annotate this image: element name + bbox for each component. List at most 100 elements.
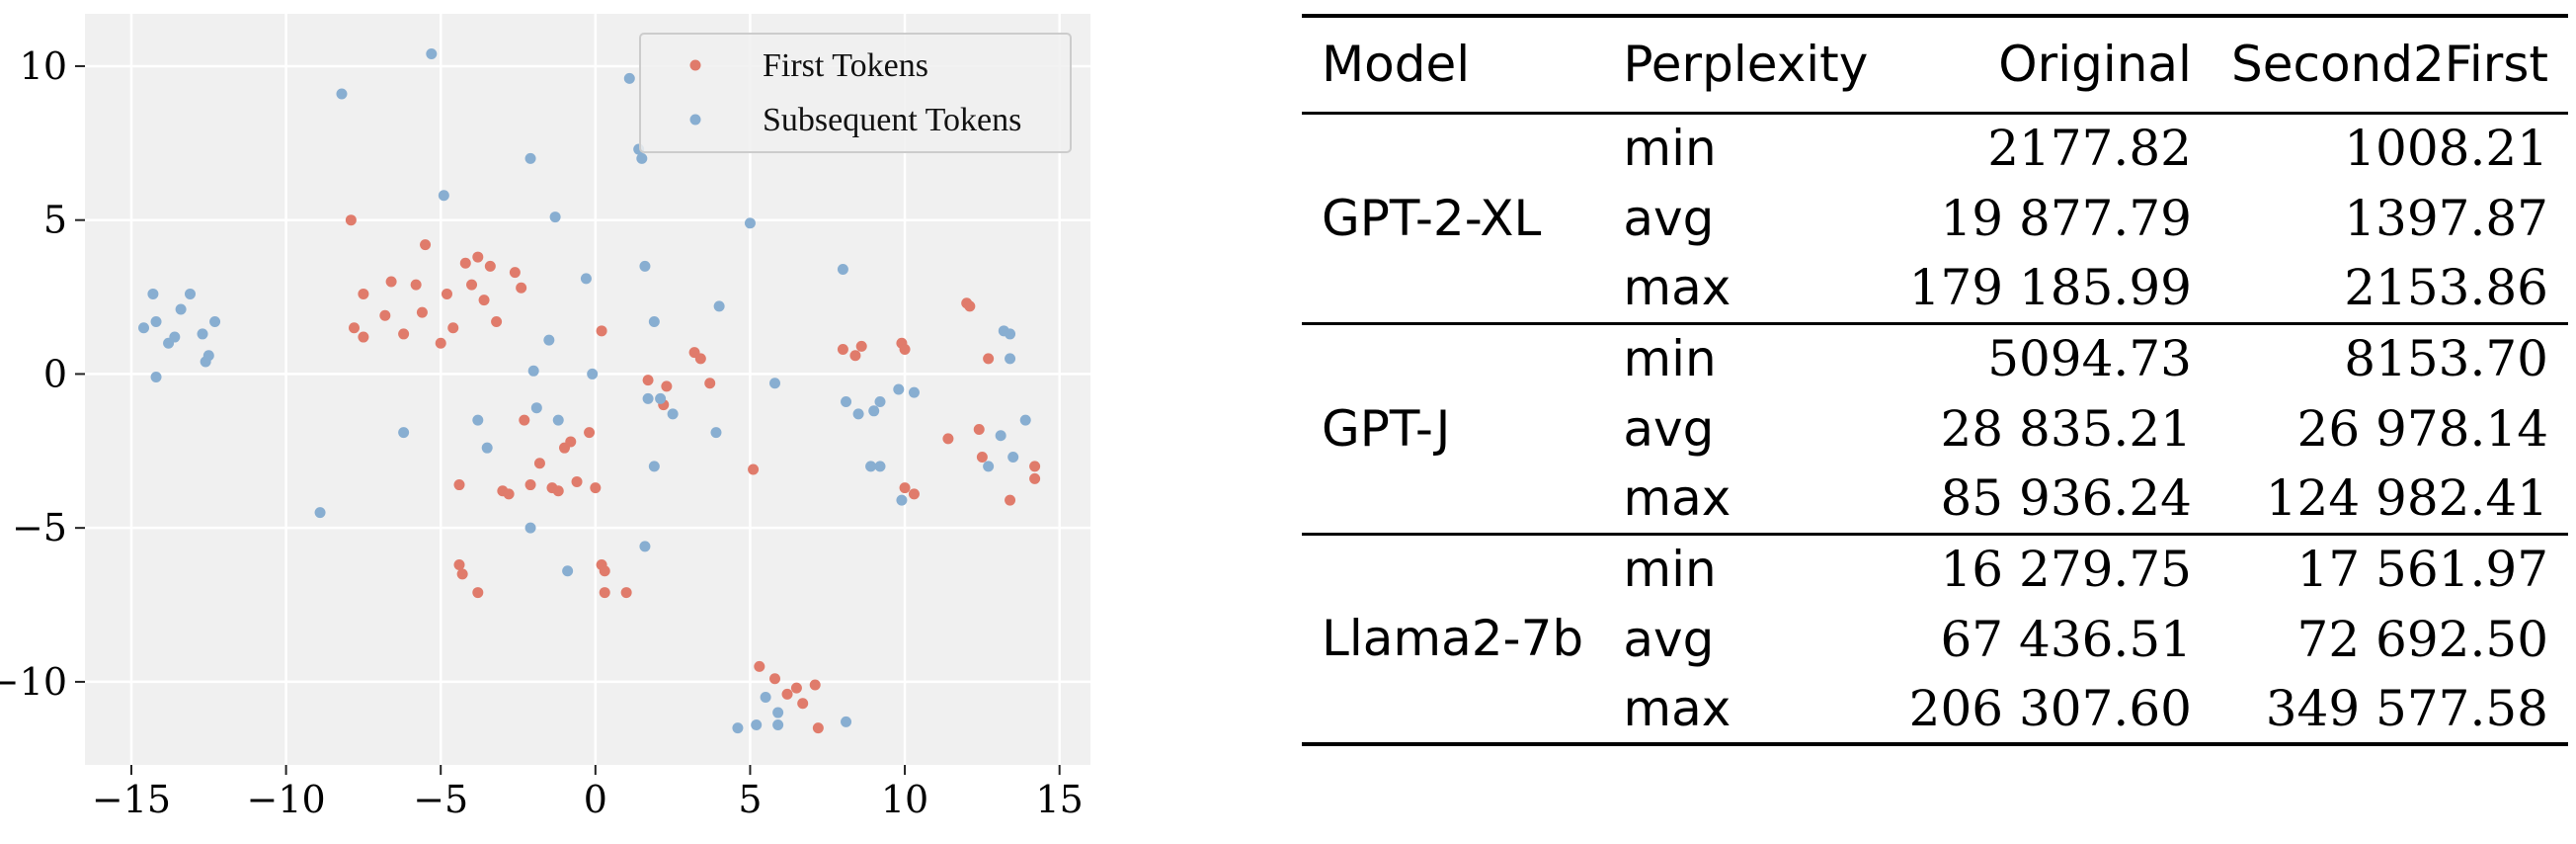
subsequent-token-point	[710, 427, 722, 439]
subsequent-token-point	[524, 152, 536, 164]
first-token-point	[349, 322, 361, 334]
table-header-row: Model Perplexity Original Second2First	[1302, 14, 2568, 115]
original-value: 2177.82	[1987, 120, 2192, 178]
original-value: 67 436.51	[1940, 610, 2192, 668]
first-token-point	[790, 682, 802, 694]
subsequent-token-point	[587, 368, 599, 380]
first-token-point	[565, 436, 577, 448]
subsequent-token-point	[202, 350, 214, 362]
first-token-point	[358, 331, 369, 343]
first-token-point	[809, 679, 821, 691]
first-token-point	[453, 559, 465, 571]
subsequent-token-point	[562, 565, 574, 577]
y-tick-label: 10	[20, 44, 67, 88]
first-token-point	[599, 587, 610, 599]
subsequent-token-point	[150, 372, 162, 383]
stat-label: min	[1623, 330, 1717, 388]
stat-label: max	[1623, 679, 1731, 737]
subsequent-token-point	[552, 414, 564, 426]
model-name: GPT-J	[1322, 399, 1451, 458]
first-token-point	[552, 485, 564, 497]
first-token-point	[533, 458, 545, 469]
stat-label: max	[1623, 258, 1731, 316]
subsequent-token-point	[580, 273, 592, 285]
subsequent-token-point	[908, 386, 920, 398]
subsequent-token-point	[481, 442, 493, 454]
x-tick-label: 0	[584, 778, 607, 821]
first-token-point	[584, 427, 596, 439]
first-token-point	[1029, 472, 1041, 484]
original-value: 179 185.99	[1908, 258, 2192, 316]
subsequent-token-point	[1007, 452, 1019, 464]
first-token-point	[942, 433, 954, 445]
subsequent-token-point	[472, 414, 484, 426]
first-token-point	[620, 587, 632, 599]
subsequent-token-point	[543, 334, 555, 346]
first-token-point	[1029, 461, 1041, 472]
subsequent-token-point	[772, 707, 784, 718]
first-token-point	[599, 565, 610, 577]
header-second2first: Second2First	[2211, 14, 2568, 115]
table-row: max 206 307.60 349 577.58	[1302, 674, 2568, 744]
first-token-point	[491, 315, 503, 327]
first-token-point	[416, 306, 428, 318]
y-tick-label: −10	[0, 660, 67, 704]
first-token-point	[466, 279, 478, 291]
table-row: Llama2-7b min 16 279.75 17 561.97	[1302, 534, 2568, 667]
first-token-point	[837, 344, 848, 356]
x-tick-label: 5	[738, 778, 762, 821]
model-name: GPT-2-XL	[1322, 189, 1542, 247]
subsequent-token-point	[642, 392, 654, 404]
first-token-point	[596, 325, 607, 337]
y-tick-label: 5	[43, 199, 67, 242]
subsequent-token-point	[874, 461, 886, 472]
first-token-point	[459, 257, 471, 269]
subsequent-token-point	[138, 322, 150, 334]
subsequent-token-point	[336, 88, 348, 100]
first-token-point	[973, 423, 985, 435]
stat-label: min	[1623, 541, 1717, 599]
subsequent-token-point	[184, 288, 196, 299]
subsequent-token-point	[398, 427, 410, 439]
perplexity-table-container: Model Perplexity Original Second2First G…	[1302, 14, 2568, 746]
first-token-point	[519, 414, 530, 426]
first-token-point	[478, 295, 490, 306]
first-token-point	[385, 276, 397, 288]
second2first-value: 2153.86	[2344, 258, 2548, 316]
second2first-value: 124 982.41	[2265, 468, 2548, 527]
stat-label: avg	[1623, 610, 1715, 668]
legend-marker	[689, 114, 701, 126]
subsequent-token-point	[648, 315, 660, 327]
x-tick-label: −5	[413, 778, 468, 821]
first-token-point	[899, 482, 911, 494]
first-token-point	[642, 375, 654, 386]
subsequent-token-point	[744, 217, 756, 229]
x-tick-label: −10	[246, 778, 325, 821]
table-row: GPT-J min 5094.73 8153.70	[1302, 323, 2568, 457]
first-token-point	[435, 337, 446, 349]
legend: First Tokens Subsequent Tokens	[639, 33, 1072, 153]
subsequent-token-point	[524, 522, 536, 534]
stat-label: avg	[1623, 399, 1715, 458]
subsequent-token-point	[1005, 328, 1016, 340]
table-row: max 179 185.99 2153.86	[1302, 253, 2568, 323]
model-name: Llama2-7b	[1322, 610, 1584, 668]
subsequent-token-point	[896, 494, 908, 506]
subsequent-token-point	[995, 430, 1006, 442]
subsequent-token-point	[893, 383, 905, 395]
table-group-gptj: GPT-J min 5094.73 8153.70 avg 28 835.21 …	[1302, 323, 2568, 534]
original-value: 5094.73	[1987, 330, 2192, 388]
first-token-point	[453, 479, 465, 491]
first-token-point	[441, 288, 452, 299]
y-axis-ticks: 10 5 0 −5 −10	[0, 44, 85, 704]
first-token-point	[797, 698, 809, 710]
second2first-value: 26 978.14	[2296, 399, 2548, 458]
legend-marker	[689, 59, 701, 71]
legend-label: First Tokens	[763, 47, 928, 84]
first-token-point	[590, 482, 602, 494]
second2first-value: 72 692.50	[2296, 610, 2548, 668]
subsequent-token-point	[841, 395, 852, 407]
y-tick-label: 0	[43, 352, 67, 395]
first-token-point	[899, 344, 911, 356]
subsequent-token-point	[837, 264, 848, 276]
